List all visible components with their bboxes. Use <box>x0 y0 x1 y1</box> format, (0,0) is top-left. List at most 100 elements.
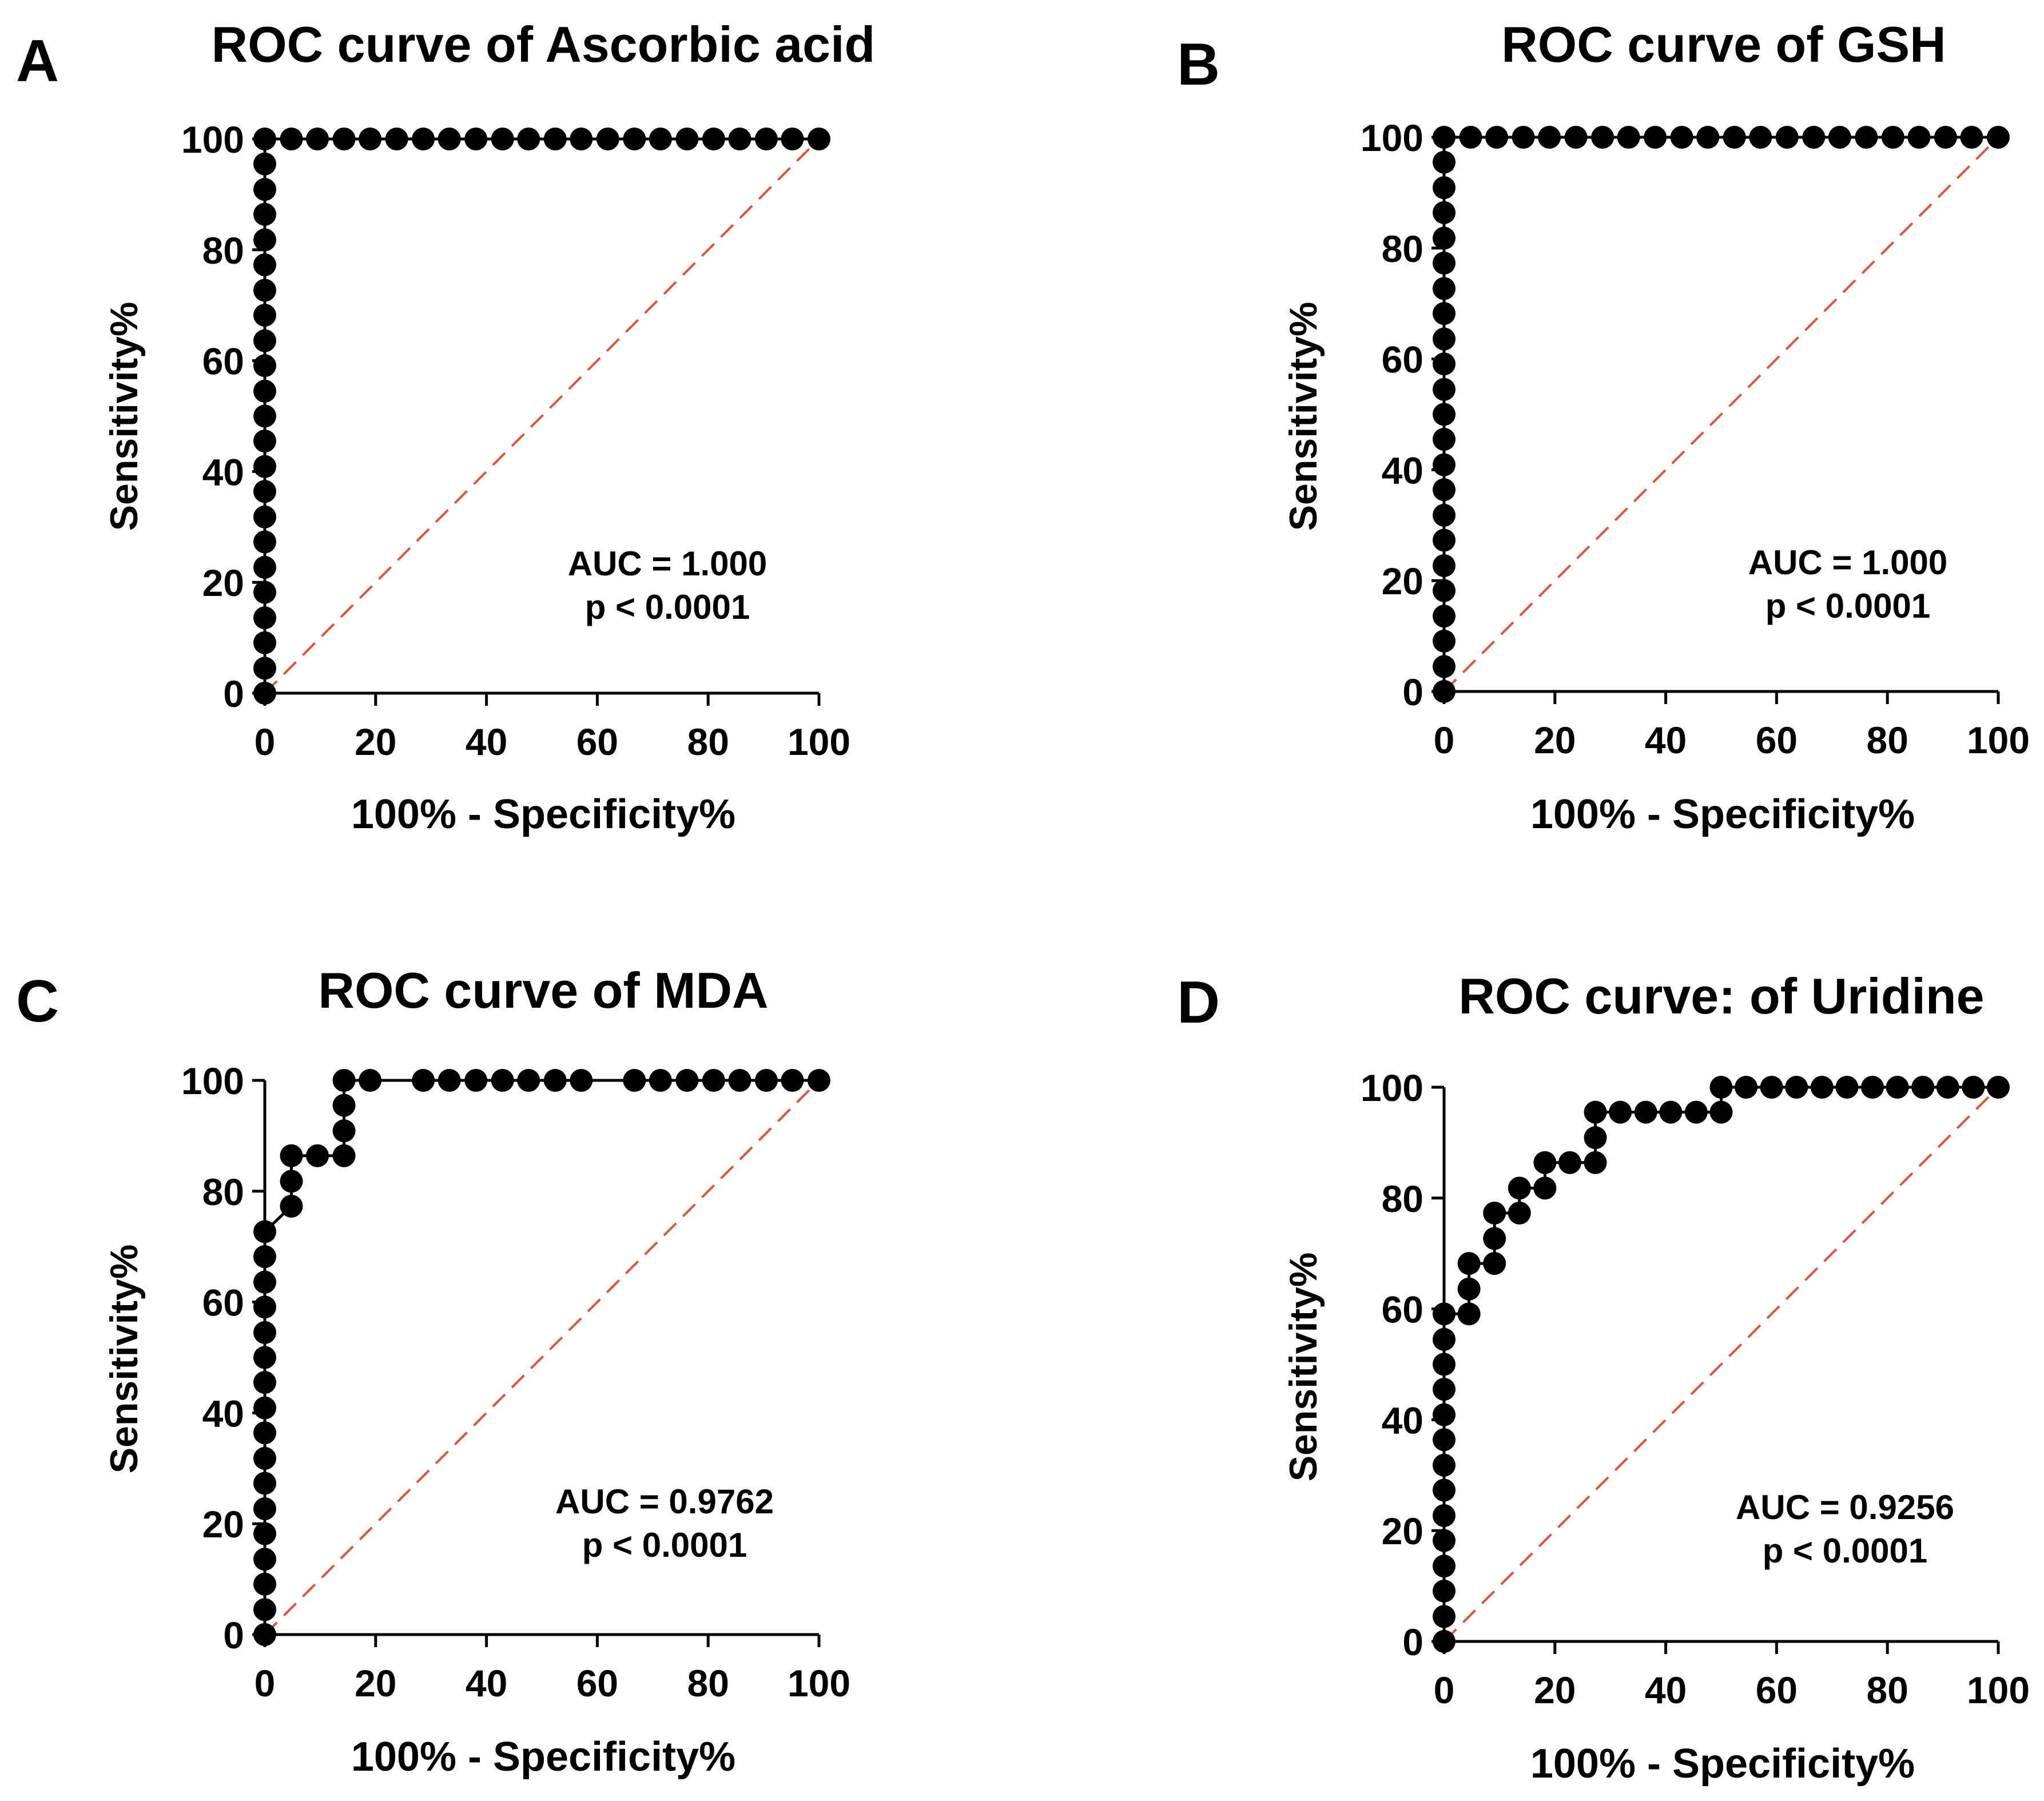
panel-d-roc-point <box>1709 1100 1733 1124</box>
panel-a-roc-point <box>491 128 514 150</box>
panel-d-y-axis-label: Sensitivity% <box>1282 1253 1325 1482</box>
panel-d-roc-point <box>1433 1630 1456 1653</box>
panel-d-roc-point <box>1735 1076 1758 1099</box>
panel-a-p-value: p < 0.0001 <box>585 588 750 626</box>
panel-a-roc-point <box>781 128 804 150</box>
panel-b-plot: 0 20 40 60 80 100 0 20 40 60 80 100 <box>1361 117 2030 761</box>
panel-b-y-tick-label-20: 20 <box>1382 560 1423 602</box>
panel-a-roc-point <box>412 128 435 150</box>
panel-b-roc-point <box>1749 126 1772 149</box>
panel-a-x-axis-label: 100% - Specificity% <box>351 792 735 837</box>
panel-c-roc-point <box>253 1321 276 1344</box>
panel-b-reference-line <box>1443 136 1999 693</box>
panel-a-x-tick-label-20: 20 <box>355 721 396 763</box>
panel-a-x-tick-label-0: 0 <box>254 721 276 763</box>
panel-c-roc-point <box>675 1069 699 1092</box>
panel-b-y-axis-label: Sensitivity% <box>1282 302 1325 531</box>
panel-c-roc-point <box>781 1069 804 1092</box>
panel-c-y-axis-label: Sensitivity% <box>102 1245 146 1474</box>
panel-b-auc-label: AUC = 1.000 <box>1748 543 1948 582</box>
panel-a-roc-point <box>332 128 356 150</box>
panel-c-auc-label: AUC = 0.9762 <box>555 1482 774 1521</box>
panel-b-roc-point <box>1433 478 1456 502</box>
panel-b-roc-point <box>1987 126 2010 149</box>
panel-d-roc-point <box>1584 1126 1607 1150</box>
panel-b-roc-point <box>1433 629 1456 653</box>
panel-a-y-tick-label-40: 40 <box>202 451 244 493</box>
panel-a-roc-point <box>385 128 408 150</box>
panel-d-reference-line <box>1443 1086 1999 1643</box>
panel-c-roc-point <box>359 1069 382 1092</box>
panel-c-roc-point <box>754 1069 778 1092</box>
panel-b-x-axis-label: 100% - Specificity% <box>1530 792 1915 837</box>
panel-c-roc-point <box>253 1497 276 1521</box>
panel-a-plot: 0 20 40 60 80 100 0 20 40 60 80 100 <box>181 118 850 763</box>
panel-d-roc-point <box>1558 1151 1581 1174</box>
panel-c-roc-point <box>332 1119 356 1143</box>
panel-a-auc-label: AUC = 1.000 <box>568 544 768 583</box>
panel-a-roc-point <box>253 152 276 176</box>
panel-d-roc-point <box>1457 1302 1481 1326</box>
panel-a-y-tick-label-20: 20 <box>202 562 244 604</box>
panel-d-x-axis-label: 100% - Specificity% <box>1530 1741 1915 1787</box>
panel-c-roc-point <box>464 1069 488 1092</box>
panel-d-roc-point <box>1433 1327 1456 1351</box>
panel-c-roc-point <box>702 1069 725 1092</box>
panel-a-roc-point <box>543 128 567 150</box>
panel-c-roc-point <box>253 1522 276 1545</box>
panel-b-roc-point <box>1855 126 1878 149</box>
panel-a-reference-line <box>264 138 820 694</box>
panel-d-roc-point <box>1433 1605 1456 1628</box>
panel-c-roc-point <box>623 1069 646 1092</box>
panel-b-x-tick-label-0: 0 <box>1434 719 1455 761</box>
panel-b-x-tick-label-80: 80 <box>1866 719 1908 761</box>
panel-a-roc-point <box>438 128 461 150</box>
panel-d-roc-point <box>1584 1151 1607 1174</box>
panel-c-roc-point <box>253 1270 276 1294</box>
panel-c: C ROC curve of MDA Sensitivity% 100% - S… <box>16 962 850 1780</box>
panel-c-roc-point <box>253 1295 276 1319</box>
panel-b-roc-point <box>1433 126 1456 149</box>
panel-a-x-tick-label-100: 100 <box>788 721 850 763</box>
panel-a-roc-point <box>253 279 276 302</box>
panel-a-roc-point <box>253 404 276 428</box>
panel-d-roc-point <box>1684 1100 1708 1124</box>
panel-a-title: ROC curve of Ascorbic acid <box>212 16 876 73</box>
panel-a-roc-point <box>253 455 276 478</box>
panel-c-roc-point <box>808 1069 830 1092</box>
panel-a-roc-point <box>253 657 276 680</box>
panel-d-roc-point <box>1433 1453 1456 1477</box>
panel-d-roc-point <box>1886 1076 1909 1099</box>
panel-b-roc-point <box>1564 126 1588 149</box>
panel-d-x-tick-label-0: 0 <box>1434 1669 1455 1711</box>
panel-c-roc-point <box>253 1371 276 1394</box>
panel-d-roc-point <box>1861 1076 1884 1099</box>
panel-c-roc-point <box>253 1245 276 1269</box>
panel-d-y-tick-label-80: 80 <box>1382 1178 1423 1220</box>
panel-d-roc-point <box>1987 1076 2010 1099</box>
panel-a: A ROC curve of Ascorbic acid Sensitivity… <box>16 16 875 837</box>
panel-d-p-value: p < 0.0001 <box>1763 1532 1928 1570</box>
panel-d-roc-point <box>1457 1277 1481 1301</box>
panel-c-roc-point <box>280 1144 303 1167</box>
panel-c-roc-point <box>253 1421 276 1445</box>
panel-c-roc-point <box>438 1069 461 1092</box>
panel-a-roc-point <box>596 128 619 150</box>
panel-b-x-tick-label-20: 20 <box>1534 719 1576 761</box>
panel-d-roc-point <box>1911 1076 1935 1099</box>
panel-b-y-tick-label-100: 100 <box>1361 117 1423 159</box>
panel-c-roc-point <box>543 1069 567 1092</box>
panel-a-y-axis-label: Sensitivity% <box>102 302 146 531</box>
panel-b-title: ROC curve of GSH <box>1501 16 1946 73</box>
panel-c-y-tick-label-20: 20 <box>202 1503 244 1545</box>
panel-c-plot: 0 20 40 60 80 100 0 20 40 60 80 100 <box>181 1060 850 1704</box>
panel-c-x-tick-label-100: 100 <box>788 1662 850 1704</box>
panel-a-roc-point <box>754 128 778 150</box>
panel-b-roc-point <box>1433 528 1456 552</box>
panel-b-roc-point <box>1433 201 1456 224</box>
panel-b-y-tick-label-60: 60 <box>1382 339 1423 381</box>
panel-c-roc-point <box>280 1194 303 1218</box>
panel-b-roc-point <box>1881 126 1904 149</box>
panel-c-roc-point <box>253 1598 276 1621</box>
